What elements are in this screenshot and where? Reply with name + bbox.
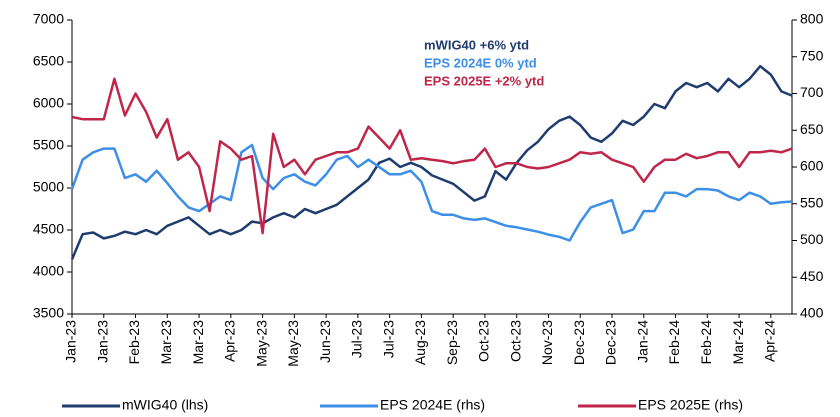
y2-tick-label: 400 [800,305,824,321]
legend-label: EPS 2025E (rhs) [638,397,743,413]
x-tick-label: Mar-23 [158,320,174,365]
x-tick-label: Sep-23 [444,320,460,365]
x-tick-label: Jul-23 [380,320,396,358]
x-tick-label: Oct-23 [507,320,523,362]
x-tick-label: May-23 [253,320,269,367]
annotation: mWIG40 +6% ytd [424,37,529,52]
y-tick-label: 5000 [33,179,64,195]
series-line [71,77,793,235]
y-tick-label: 7000 [33,11,64,27]
x-tick-label: Jan-23 [94,320,110,363]
y2-tick-label: 750 [800,47,824,63]
y-tick-label: 3500 [33,305,64,321]
x-tick-label: Nov-23 [539,320,555,365]
y2-tick-label: 600 [800,158,824,174]
y-tick-label: 4500 [33,221,64,237]
x-tick-label: Mar-24 [730,320,746,365]
x-tick-label: Jan-23 [63,320,79,363]
y-tick-label: 6000 [33,95,64,111]
y-tick-label: 4000 [33,263,64,279]
x-tick-label: Feb-24 [666,320,682,365]
y2-tick-label: 700 [800,84,824,100]
x-tick-label: Oct-23 [476,320,492,362]
x-tick-label: Aug-23 [412,320,428,365]
legend-label: EPS 2024E (rhs) [380,397,485,413]
y2-tick-label: 650 [800,121,824,137]
y-tick-label: 5500 [33,137,64,153]
x-tick-label: Dec-23 [571,320,587,365]
x-tick-label: May-23 [285,320,301,367]
x-tick-label: Apr-23 [222,320,238,362]
x-tick-label: Apr-24 [762,320,778,362]
series-line [70,143,793,242]
y2-tick-label: 450 [800,268,824,284]
x-tick-label: Feb-23 [126,320,142,365]
x-tick-label: Dec-23 [603,320,619,365]
annotation: EPS 2024E 0% ytd [424,55,537,70]
x-tick-label: Jul-23 [349,320,365,358]
x-tick-label: Jan-24 [634,320,650,363]
x-tick-label: Feb-24 [698,320,714,365]
y2-tick-label: 550 [800,194,824,210]
annotation: EPS 2025E +2% ytd [424,73,544,88]
legend-label: mWIG40 (lhs) [122,397,208,413]
y2-tick-label: 500 [800,231,824,247]
x-tick-label: Mar-23 [190,320,206,365]
series-line [70,64,793,260]
y-tick-label: 6500 [33,53,64,69]
y2-tick-label: 800 [800,11,824,27]
x-tick-label: Jun-23 [317,320,333,363]
